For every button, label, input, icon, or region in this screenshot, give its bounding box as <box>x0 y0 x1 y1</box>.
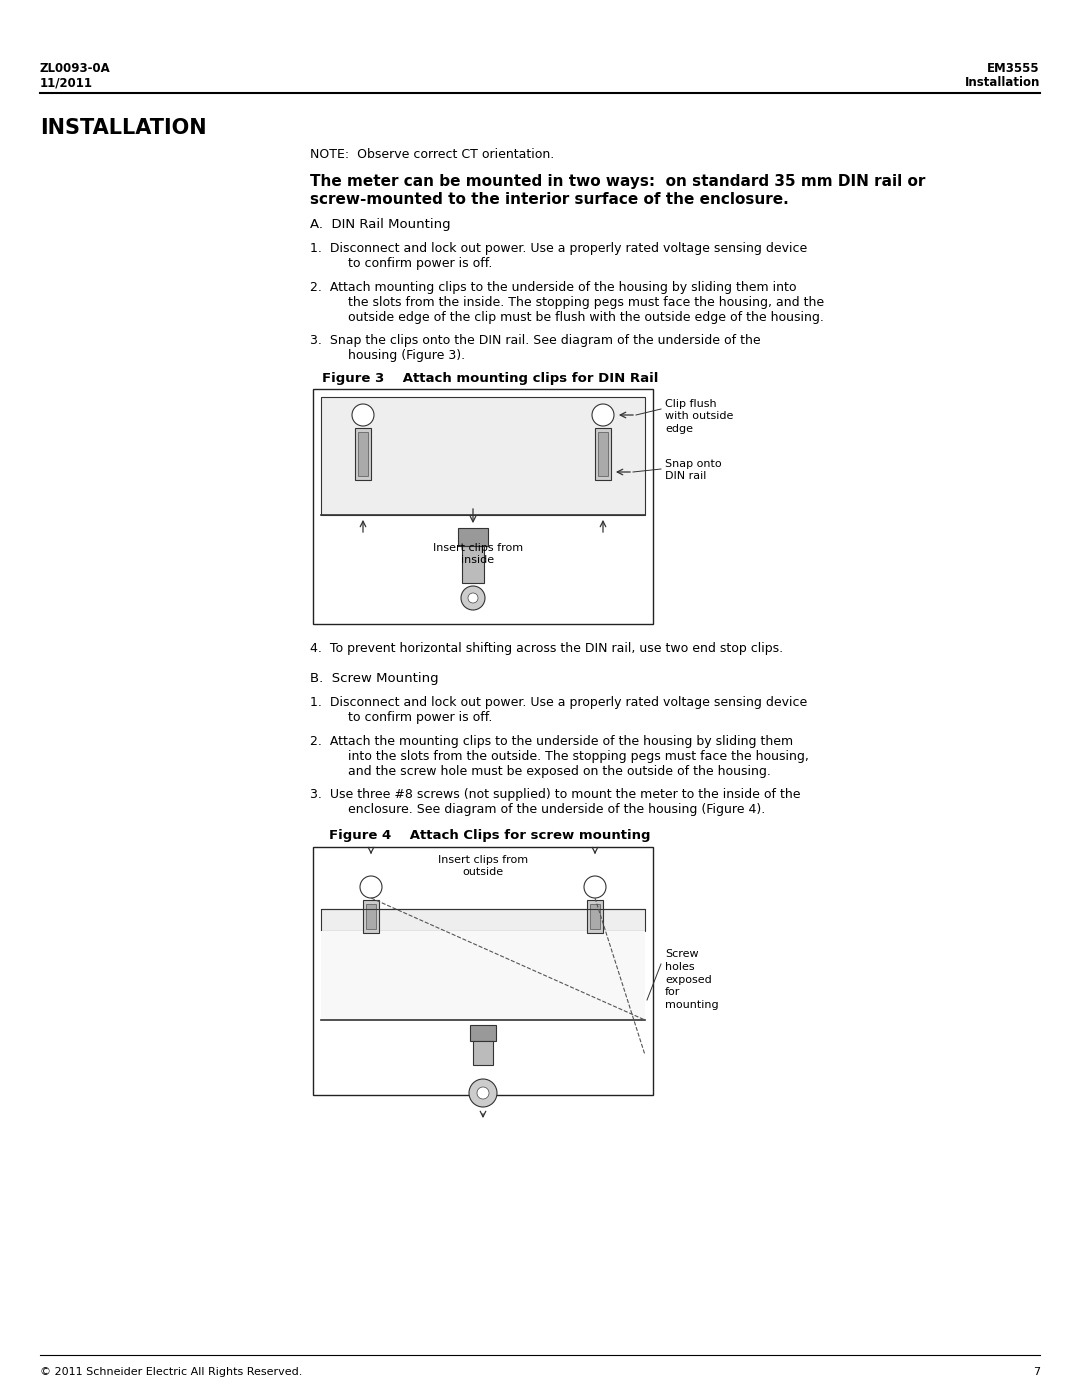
Circle shape <box>477 1087 489 1099</box>
Bar <box>313 847 653 1095</box>
Text: the slots from the inside. The stopping pegs must face the housing, and the: the slots from the inside. The stopping … <box>348 296 824 309</box>
Text: Clip flush
with outside
edge: Clip flush with outside edge <box>665 400 733 434</box>
Text: 4.  To prevent horizontal shifting across the DIN rail, use two end stop clips.: 4. To prevent horizontal shifting across… <box>310 643 783 655</box>
Text: Screw
holes
exposed
for
mounting: Screw holes exposed for mounting <box>665 949 718 1010</box>
Text: 11/2011: 11/2011 <box>40 75 93 89</box>
Text: A.  DIN Rail Mounting: A. DIN Rail Mounting <box>310 218 450 231</box>
Circle shape <box>469 1078 497 1106</box>
Bar <box>598 432 608 476</box>
Text: 2.  Attach mounting clips to the underside of the housing by sliding them into: 2. Attach mounting clips to the undersid… <box>310 281 797 293</box>
Circle shape <box>352 404 374 426</box>
Text: screw-mounted to the interior surface of the enclosure.: screw-mounted to the interior surface of… <box>310 191 788 207</box>
Circle shape <box>584 876 606 898</box>
Bar <box>355 427 372 481</box>
Text: Figure 4    Attach Clips for screw mounting: Figure 4 Attach Clips for screw mounting <box>329 828 651 842</box>
Text: 2.  Attach the mounting clips to the underside of the housing by sliding them: 2. Attach the mounting clips to the unde… <box>310 735 793 747</box>
Text: Snap onto
DIN rail: Snap onto DIN rail <box>665 460 721 482</box>
Circle shape <box>461 585 485 610</box>
Text: enclosure. See diagram of the underside of the housing (Figure 4).: enclosure. See diagram of the underside … <box>348 803 766 816</box>
Text: into the slots from the outside. The stopping pegs must face the housing,: into the slots from the outside. The sto… <box>348 750 809 763</box>
Text: © 2011 Schneider Electric All Rights Reserved.: © 2011 Schneider Electric All Rights Res… <box>40 1368 302 1377</box>
Text: housing (Figure 3).: housing (Figure 3). <box>348 349 465 362</box>
Bar <box>470 1025 496 1041</box>
Bar <box>321 397 645 515</box>
Bar <box>595 427 611 481</box>
Bar <box>590 904 600 929</box>
Bar <box>588 900 603 933</box>
Bar <box>462 546 484 583</box>
Text: INSTALLATION: INSTALLATION <box>40 117 206 138</box>
Text: 3.  Snap the clips onto the DIN rail. See diagram of the underside of the: 3. Snap the clips onto the DIN rail. See… <box>310 334 760 346</box>
Text: 1.  Disconnect and lock out power. Use a properly rated voltage sensing device: 1. Disconnect and lock out power. Use a … <box>310 242 807 256</box>
Text: Insert clips from
inside: Insert clips from inside <box>433 543 523 566</box>
Bar <box>366 904 376 929</box>
Bar <box>458 528 488 546</box>
Bar <box>313 388 653 624</box>
Bar <box>321 909 645 930</box>
Text: Installation: Installation <box>964 75 1040 89</box>
Text: The meter can be mounted in two ways:  on standard 35 mm DIN rail or: The meter can be mounted in two ways: on… <box>310 175 926 189</box>
Text: outside edge of the clip must be flush with the outside edge of the housing.: outside edge of the clip must be flush w… <box>348 312 824 324</box>
Bar <box>473 1041 492 1065</box>
Text: B.  Screw Mounting: B. Screw Mounting <box>310 672 438 685</box>
Text: 7: 7 <box>1032 1368 1040 1377</box>
Text: Figure 3    Attach mounting clips for DIN Rail: Figure 3 Attach mounting clips for DIN R… <box>322 372 658 386</box>
Text: NOTE:  Observe correct CT orientation.: NOTE: Observe correct CT orientation. <box>310 148 554 161</box>
Text: Insert clips from
outside: Insert clips from outside <box>437 855 528 877</box>
Text: ZL0093-0A: ZL0093-0A <box>40 61 111 75</box>
Text: to confirm power is off.: to confirm power is off. <box>348 711 492 724</box>
Text: EM3555: EM3555 <box>987 61 1040 75</box>
Text: 1.  Disconnect and lock out power. Use a properly rated voltage sensing device: 1. Disconnect and lock out power. Use a … <box>310 696 807 710</box>
Text: to confirm power is off.: to confirm power is off. <box>348 257 492 270</box>
Text: 3.  Use three #8 screws (not supplied) to mount the meter to the inside of the: 3. Use three #8 screws (not supplied) to… <box>310 788 800 800</box>
Circle shape <box>468 592 478 604</box>
Text: and the screw hole must be exposed on the outside of the housing.: and the screw hole must be exposed on th… <box>348 766 771 778</box>
Circle shape <box>360 876 382 898</box>
Bar <box>357 432 368 476</box>
Bar <box>363 900 379 933</box>
Circle shape <box>592 404 615 426</box>
Bar <box>321 930 645 1020</box>
